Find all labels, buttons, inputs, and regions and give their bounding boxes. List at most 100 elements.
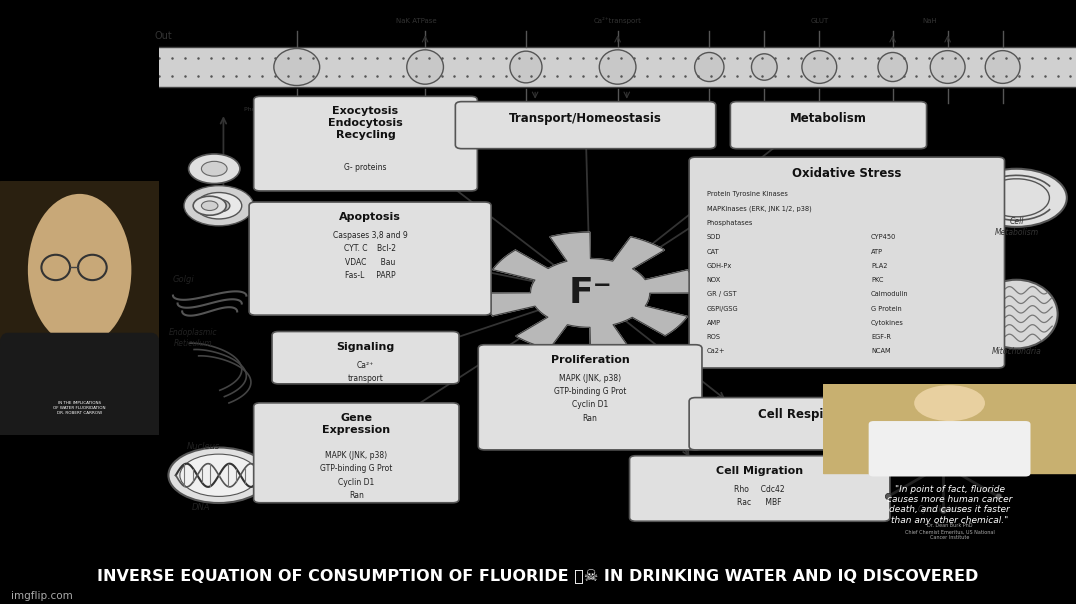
Ellipse shape	[915, 385, 985, 421]
Text: NaK ATPase: NaK ATPase	[396, 18, 436, 24]
Text: ROS: ROS	[707, 334, 721, 340]
Text: Exocytosis
Endocytosis
Recycling: Exocytosis Endocytosis Recycling	[328, 106, 402, 140]
Text: Fas-L     PARP: Fas-L PARP	[344, 271, 395, 280]
Ellipse shape	[878, 53, 907, 82]
Text: INVERSE EQUATION OF CONSUMPTION OF FLUORIDE 🚰☠ IN DRINKING WATER AND IQ DISCOVER: INVERSE EQUATION OF CONSUMPTION OF FLUOR…	[97, 568, 979, 583]
Ellipse shape	[407, 50, 443, 84]
Text: IN THE IMPLICATIONS
OF WATER FLUORIDATION
DR. ROBERT CARROW: IN THE IMPLICATIONS OF WATER FLUORIDATIO…	[54, 402, 105, 414]
Circle shape	[201, 201, 218, 211]
Text: MAPK (JNK, p38): MAPK (JNK, p38)	[325, 451, 387, 460]
Text: Cytoskeleton: Cytoskeleton	[918, 506, 968, 514]
Circle shape	[966, 169, 1066, 227]
Text: Ca²⁺: Ca²⁺	[357, 361, 374, 370]
FancyBboxPatch shape	[478, 345, 702, 450]
Ellipse shape	[975, 280, 1058, 349]
Text: EGF-R: EGF-R	[870, 334, 891, 340]
FancyBboxPatch shape	[249, 202, 491, 315]
FancyBboxPatch shape	[0, 333, 159, 448]
Text: Rac      MBF: Rac MBF	[737, 498, 782, 507]
Ellipse shape	[802, 51, 837, 83]
Text: GDH-Px: GDH-Px	[707, 263, 732, 269]
Text: Mitochondria: Mitochondria	[992, 347, 1042, 356]
Text: GLUT: GLUT	[810, 18, 829, 24]
Text: CYP450: CYP450	[870, 234, 896, 240]
Text: Calmodulin: Calmodulin	[870, 291, 908, 297]
Polygon shape	[484, 232, 695, 354]
Text: CFTR: CFTR	[765, 107, 781, 112]
Ellipse shape	[599, 50, 636, 84]
Ellipse shape	[986, 51, 1020, 83]
FancyBboxPatch shape	[689, 157, 1005, 368]
Text: DNA: DNA	[192, 503, 210, 512]
Circle shape	[184, 185, 254, 226]
Text: MAPK (JNK, p38): MAPK (JNK, p38)	[560, 374, 621, 383]
Bar	[823, 384, 1076, 474]
Ellipse shape	[510, 51, 542, 83]
Text: AMP: AMP	[707, 320, 721, 326]
Text: Ca2+: Ca2+	[707, 349, 725, 355]
Text: ATP: ATP	[621, 107, 633, 112]
Text: Phosphatases: Phosphatases	[707, 220, 753, 226]
Circle shape	[188, 154, 240, 184]
Circle shape	[196, 193, 242, 219]
Text: Endoplasmic
Reticulum: Endoplasmic Reticulum	[169, 329, 217, 348]
FancyBboxPatch shape	[868, 421, 1031, 477]
Text: Metabolism: Metabolism	[790, 112, 867, 124]
Text: Phospholipase C: Phospholipase C	[243, 107, 295, 112]
Text: NOX: NOX	[707, 277, 721, 283]
Text: Ran: Ran	[583, 414, 597, 423]
Text: ATP: ATP	[870, 249, 883, 254]
Text: Cyclin D1: Cyclin D1	[572, 400, 608, 410]
Text: GTP-binding G Prot: GTP-binding G Prot	[321, 464, 393, 474]
Text: NaH: NaH	[922, 18, 937, 24]
Text: F⁻: F⁻	[568, 276, 612, 310]
Text: Cell
Metabolism: Cell Metabolism	[994, 217, 1038, 237]
Ellipse shape	[695, 53, 724, 82]
Ellipse shape	[751, 54, 777, 80]
Ellipse shape	[28, 194, 131, 346]
Text: Protein Tyrosine Kinases: Protein Tyrosine Kinases	[707, 191, 788, 198]
Text: imgflip.com: imgflip.com	[11, 591, 72, 601]
FancyBboxPatch shape	[629, 455, 890, 521]
Text: ATP: ATP	[529, 107, 541, 112]
Text: GSPi/GSG: GSPi/GSG	[707, 306, 738, 312]
Text: Ca²⁺transport: Ca²⁺transport	[594, 18, 641, 24]
Text: Out: Out	[155, 31, 172, 41]
Text: G- proteins: G- proteins	[344, 164, 386, 173]
Text: Nucleus: Nucleus	[187, 442, 220, 451]
FancyBboxPatch shape	[254, 403, 459, 503]
Text: Cell Respiration: Cell Respiration	[758, 408, 863, 420]
FancyBboxPatch shape	[272, 332, 459, 384]
Circle shape	[201, 161, 227, 176]
Text: Dr. Dean Burk PhD
Chief Chemist Emeritus, US National
Cancer Institute: Dr. Dean Burk PhD Chief Chemist Emeritus…	[905, 524, 994, 540]
Circle shape	[208, 199, 230, 212]
FancyBboxPatch shape	[254, 97, 478, 191]
Text: "In point of fact, fluoride
causes more human cancer
death, and causes it faster: "In point of fact, fluoride causes more …	[887, 484, 1013, 525]
Text: NCAM: NCAM	[870, 349, 891, 355]
Text: GR / GST: GR / GST	[707, 291, 736, 297]
Text: GTP-binding G Prot: GTP-binding G Prot	[554, 387, 626, 396]
Text: Signaling: Signaling	[337, 342, 395, 352]
Text: transport: transport	[348, 374, 383, 383]
Text: CYT. C    Bcl-2: CYT. C Bcl-2	[344, 245, 396, 254]
Text: Cell Migration: Cell Migration	[717, 466, 804, 476]
Text: Golgi: Golgi	[173, 275, 195, 284]
Text: CAT: CAT	[707, 249, 719, 254]
Bar	[141, 47, 1076, 87]
Text: G Protein: G Protein	[870, 306, 902, 312]
Text: Rho     Cdc42: Rho Cdc42	[735, 485, 785, 494]
Ellipse shape	[169, 448, 269, 503]
Text: VDAC      Bau: VDAC Bau	[345, 258, 395, 267]
Text: Oxidative Stress: Oxidative Stress	[792, 167, 902, 180]
Text: PKC: PKC	[870, 277, 883, 283]
Text: Ran: Ran	[349, 491, 364, 500]
Text: Cyclin D1: Cyclin D1	[338, 478, 374, 487]
Text: Gene
Expression: Gene Expression	[323, 413, 391, 434]
FancyBboxPatch shape	[689, 397, 931, 450]
FancyBboxPatch shape	[731, 101, 926, 149]
Text: PiP2: PiP2	[372, 107, 385, 112]
Text: Cytokines: Cytokines	[870, 320, 904, 326]
Text: IP3 + DAG: IP3 + DAG	[445, 107, 478, 112]
Text: MAPKinases (ERK, JNK 1/2, p38): MAPKinases (ERK, JNK 1/2, p38)	[707, 206, 811, 212]
FancyBboxPatch shape	[455, 101, 716, 149]
